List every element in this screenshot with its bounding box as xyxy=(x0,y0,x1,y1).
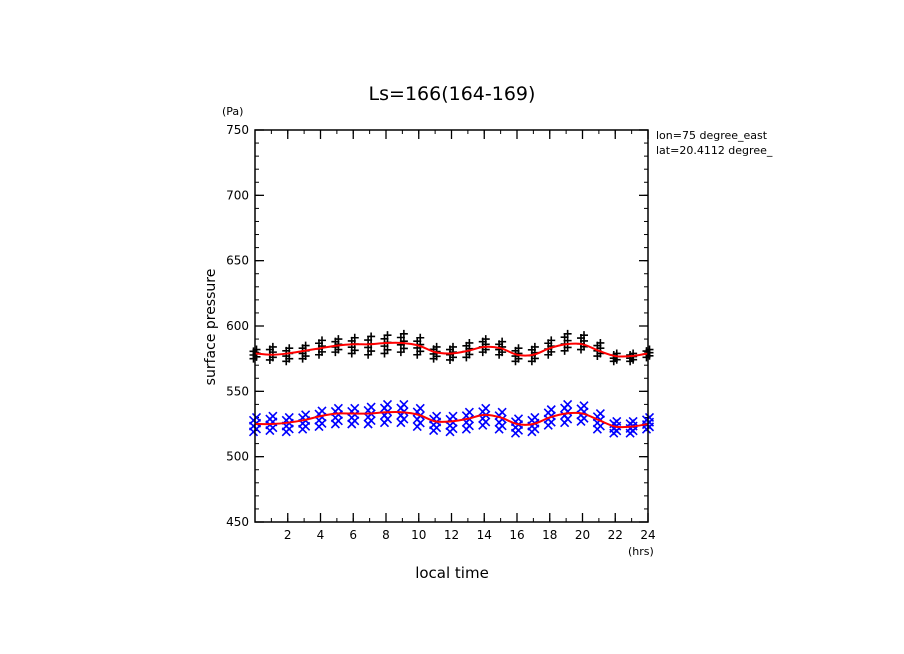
plus-marker xyxy=(465,338,474,347)
x-tick-label: 6 xyxy=(349,528,357,542)
y-tick-label: 550 xyxy=(226,384,249,398)
plus-marker xyxy=(432,342,441,351)
plus-marker xyxy=(268,342,277,351)
x-marker xyxy=(415,403,425,413)
x-tick-label: 10 xyxy=(411,528,426,542)
plus-marker xyxy=(252,345,261,354)
x-marker xyxy=(448,411,458,421)
x-marker xyxy=(399,399,409,409)
plus-marker xyxy=(563,329,572,338)
y-tick-label: 750 xyxy=(226,123,249,137)
plus-marker xyxy=(530,342,539,351)
x-tick-label: 20 xyxy=(575,528,590,542)
y-tick-label: 650 xyxy=(226,254,249,268)
plus-marker xyxy=(334,335,343,344)
plus-marker xyxy=(547,336,556,345)
annotation-lat: lat=20.4112 degree_ xyxy=(656,144,773,157)
x-marker xyxy=(563,399,573,409)
plus-marker xyxy=(449,342,457,351)
x-marker xyxy=(350,403,360,413)
y-axis-unit: (Pa) xyxy=(222,105,243,118)
plus-marker xyxy=(645,345,654,354)
x-marker xyxy=(382,399,393,409)
x-tick-label: 22 xyxy=(608,528,623,542)
annotation-lon: lon=75 degree_east xyxy=(656,129,768,142)
x-tick-label: 2 xyxy=(284,528,292,542)
x-marker xyxy=(366,402,376,412)
fit-line xyxy=(254,410,649,429)
x-marker xyxy=(530,412,540,423)
x-tick-label: 12 xyxy=(444,528,459,542)
plus-marker xyxy=(580,331,588,340)
x-marker xyxy=(644,412,655,423)
y-tick-label: 700 xyxy=(226,188,249,202)
plus-marker xyxy=(318,336,326,345)
x-marker xyxy=(333,403,343,413)
x-marker xyxy=(579,401,589,411)
plus-marker xyxy=(367,332,376,341)
plot-frame xyxy=(254,129,649,523)
x-axis-label: local time xyxy=(415,564,489,582)
plus-marker xyxy=(416,333,425,342)
x-marker xyxy=(432,411,442,421)
x-tick-label: 4 xyxy=(317,528,325,542)
fit-line xyxy=(254,341,649,358)
x-marker xyxy=(464,407,474,417)
y-tick-label: 600 xyxy=(226,319,249,333)
plus-marker xyxy=(481,335,490,344)
x-marker xyxy=(268,411,278,421)
x-marker xyxy=(481,403,491,413)
plot-marks xyxy=(248,329,655,438)
plus-marker xyxy=(383,331,392,340)
chart-title: Ls=166(164-169) xyxy=(369,83,536,105)
x-tick-label: 24 xyxy=(640,528,655,542)
x-tick-label: 14 xyxy=(477,528,492,542)
x-marker xyxy=(628,416,638,426)
plus-marker xyxy=(285,344,294,353)
x-marker xyxy=(612,416,622,426)
y-tick-label: 500 xyxy=(226,450,249,464)
x-marker xyxy=(251,412,262,423)
y-axis-label: surface pressure xyxy=(203,269,219,386)
y-tick-label: 450 xyxy=(226,515,249,529)
x-marker xyxy=(301,410,311,420)
plus-marker xyxy=(301,341,310,350)
x-marker xyxy=(284,412,294,423)
x-marker xyxy=(317,406,327,416)
plus-marker xyxy=(399,329,408,338)
x-tick-label: 16 xyxy=(509,528,524,542)
x-marker xyxy=(595,408,605,419)
x-axis-unit: (hrs) xyxy=(628,545,654,558)
plus-marker xyxy=(498,337,507,346)
plus-marker xyxy=(596,338,605,347)
x-tick-label: 18 xyxy=(542,528,557,542)
x-marker xyxy=(513,414,524,424)
plus-marker xyxy=(514,344,523,353)
x-marker xyxy=(546,405,556,415)
plus-marker xyxy=(350,333,359,342)
x-tick-label: 8 xyxy=(382,528,390,542)
x-marker xyxy=(497,407,507,417)
